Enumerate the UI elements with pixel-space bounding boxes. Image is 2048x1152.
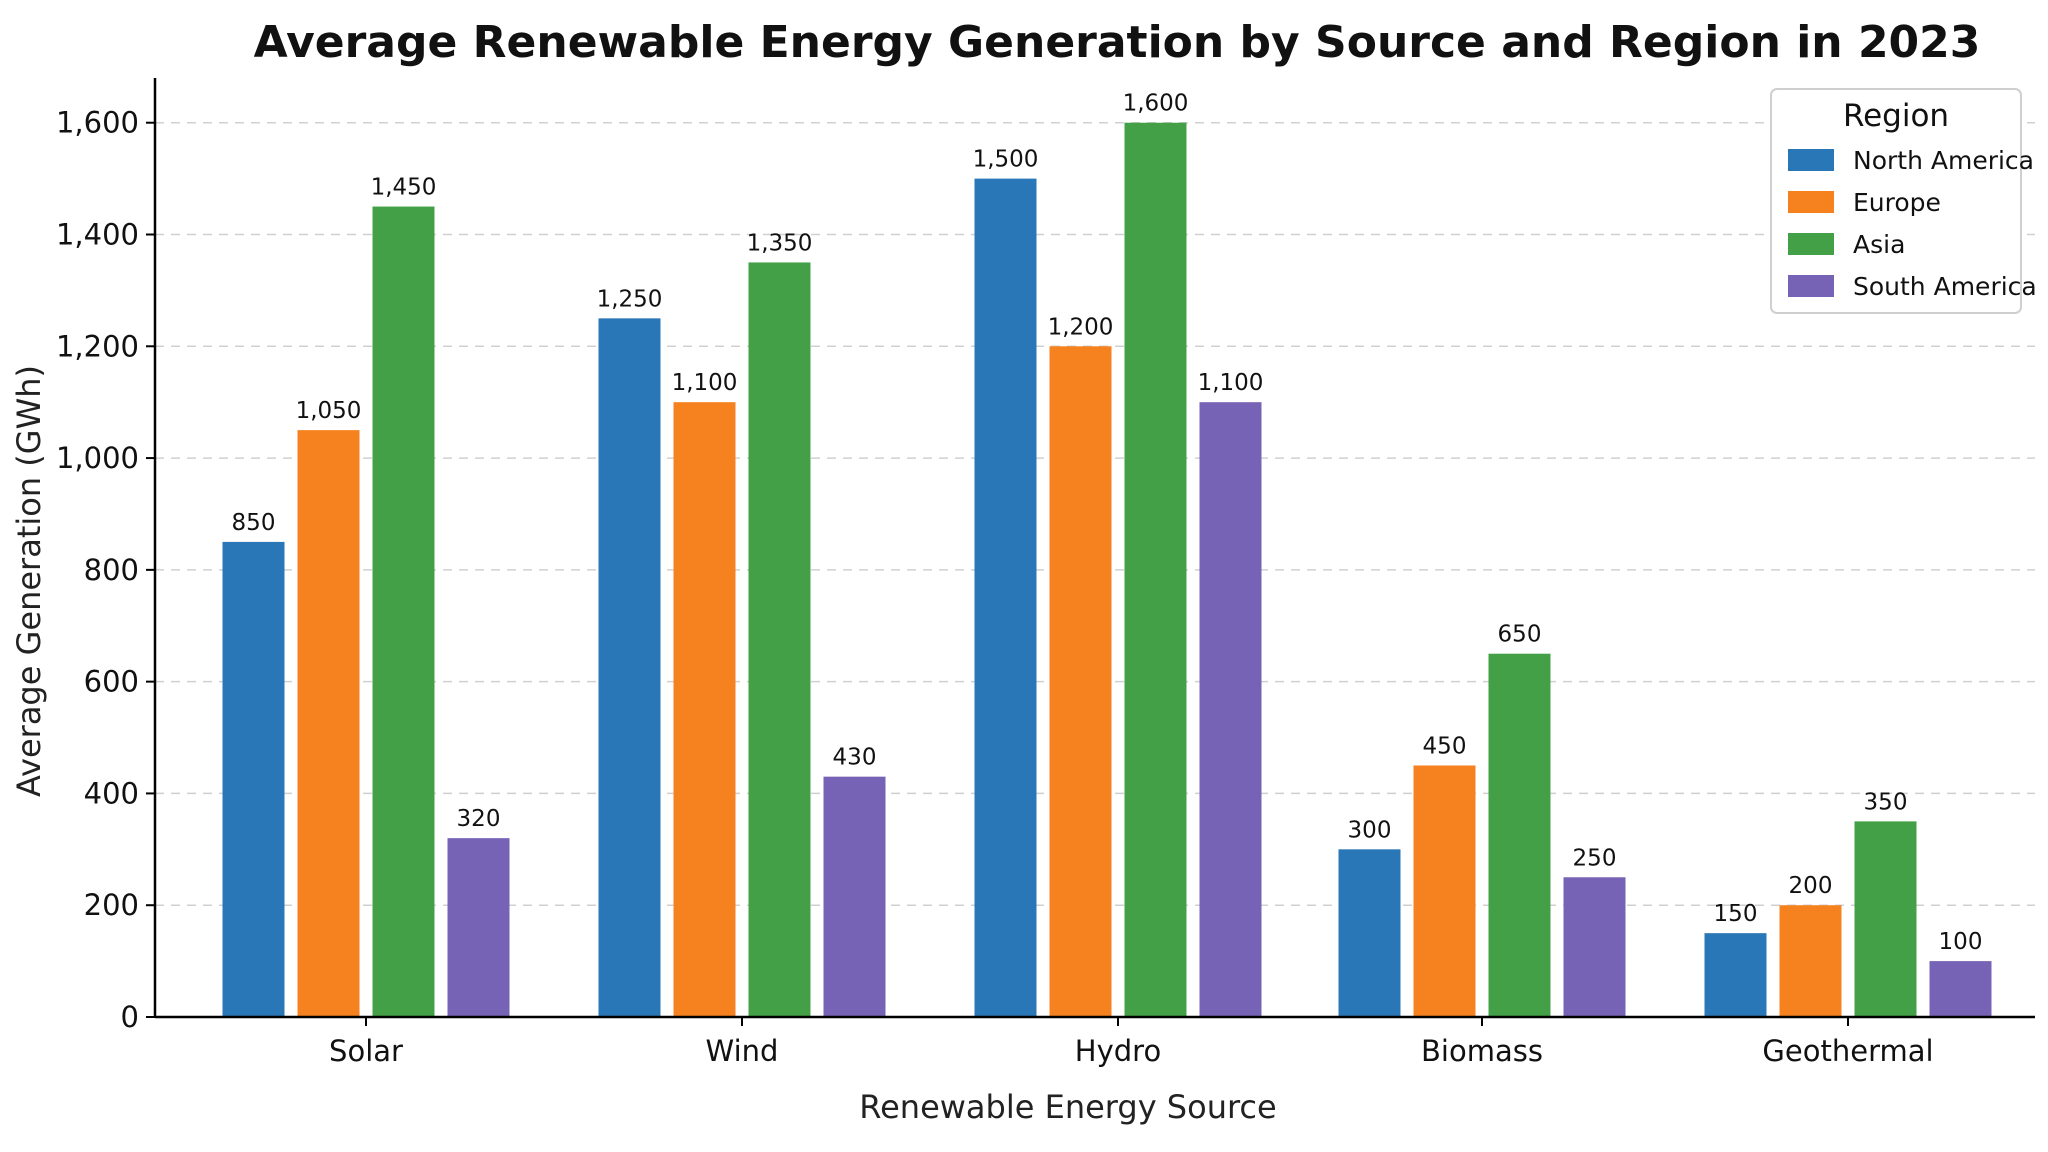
legend-swatch [1788, 233, 1834, 255]
bar [1124, 122, 1187, 1017]
bar [673, 402, 736, 1017]
bar [1854, 821, 1917, 1017]
y-tick-label: 1,600 [56, 106, 139, 140]
bar-value-label: 1,600 [1123, 91, 1189, 117]
axes: 0 200 400 600 800 1,000 1,200 1,400 1,600 Solar Wi… [56, 78, 2035, 1068]
bar-value-label: 1,250 [597, 286, 663, 312]
bar [974, 178, 1037, 1017]
bar-value-label: 430 [833, 745, 877, 771]
bar-value-label: 320 [457, 806, 501, 832]
legend-label: Asia [1853, 230, 1905, 259]
data-labels: 850 1,250 1,500 300 150 1,050 1,100 1,200 450 200… [232, 91, 1983, 955]
bars [222, 122, 1992, 1018]
y-tick-label: 600 [84, 665, 139, 699]
bar-value-label: 1,500 [973, 147, 1039, 173]
bar-value-label: 200 [1789, 873, 1833, 899]
x-tick-label: Biomass [1421, 1034, 1543, 1068]
bar [372, 206, 435, 1017]
bar [1488, 653, 1551, 1017]
bar [1413, 765, 1476, 1017]
x-axis-label: Renewable Energy Source [859, 1088, 1276, 1126]
bar [1338, 849, 1401, 1017]
y-tick-label: 1,000 [56, 441, 139, 475]
bar-value-label: 250 [1573, 845, 1617, 871]
y-tick-label: 400 [84, 776, 139, 810]
bar-value-label: 350 [1864, 789, 1908, 815]
y-tick-label: 1,400 [56, 218, 139, 252]
bar [222, 541, 285, 1017]
bar [1049, 346, 1112, 1017]
bar-value-label: 1,450 [371, 175, 437, 201]
bar [447, 838, 510, 1017]
legend-label: South America [1853, 272, 2037, 301]
bar-value-label: 450 [1423, 733, 1467, 759]
legend-swatch [1788, 149, 1834, 171]
bar [823, 776, 886, 1017]
x-tick-label: Geothermal [1762, 1034, 1933, 1068]
y-tick-label: 1,200 [56, 329, 139, 363]
bar-value-label: 1,100 [1198, 370, 1264, 396]
y-tick-label: 200 [84, 888, 139, 922]
bar [1199, 402, 1262, 1017]
bar [1779, 905, 1842, 1017]
x-tick-label: Wind [706, 1034, 779, 1068]
bar [1704, 933, 1767, 1017]
bar [748, 262, 811, 1018]
bar-value-label: 1,200 [1048, 314, 1114, 340]
legend-label: Europe [1853, 188, 1941, 217]
bar-value-label: 150 [1714, 901, 1758, 927]
legend-frame [1770, 88, 2022, 314]
legend-label: North America [1853, 146, 2034, 175]
legend-swatch [1788, 191, 1834, 213]
x-tick-label: Hydro [1075, 1034, 1161, 1068]
bar-value-label: 850 [232, 510, 276, 536]
bar-value-label: 1,100 [672, 370, 738, 396]
y-tick-label: 800 [84, 553, 139, 587]
bar-value-label: 1,350 [747, 230, 813, 256]
legend-items: North America Europe Asia South America [1788, 146, 2037, 301]
y-tick-label: 0 [121, 1000, 139, 1034]
bar [1563, 877, 1626, 1017]
legend: Region North America Europe Asia South Amer… [1770, 88, 2037, 314]
bar [297, 430, 360, 1017]
y-axis-label: Average Generation (GWh) [10, 365, 48, 797]
chart-title: Average Renewable Energy Generation by S… [254, 17, 1981, 68]
legend-swatch [1788, 275, 1834, 297]
bar [598, 318, 661, 1017]
bar-value-label: 100 [1939, 929, 1983, 955]
bar-value-label: 300 [1348, 817, 1392, 843]
bar-value-label: 1,050 [296, 398, 362, 424]
legend-title: Region [1843, 98, 1949, 134]
x-tick-label: Solar [329, 1034, 403, 1068]
bar-value-label: 650 [1498, 622, 1542, 648]
bar [1929, 961, 1992, 1017]
